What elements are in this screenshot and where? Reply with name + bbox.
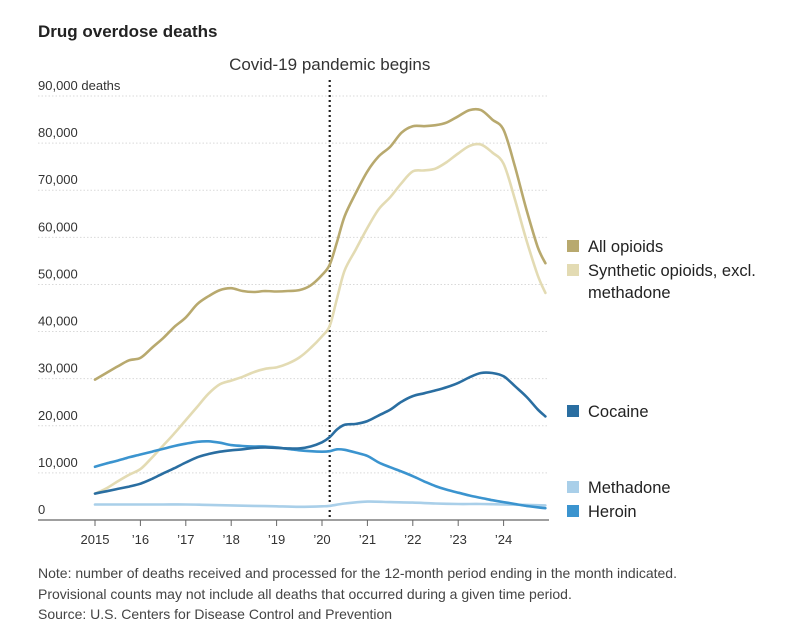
legend-swatch — [567, 481, 579, 493]
legend: All opioids Synthetic opioids, excl. metha… — [567, 238, 756, 521]
pandemic-label: Covid-19 pandemic begins — [229, 55, 430, 74]
x-tick-label: ’24 — [495, 532, 512, 547]
legend-label: Cocaine — [588, 403, 649, 421]
legend-swatch — [567, 264, 579, 276]
y-tick-label: 50,000 — [38, 266, 78, 281]
x-tick-label: 2015 — [81, 532, 110, 547]
x-tick-label: ’20 — [313, 532, 330, 547]
x-tick-label: ’16 — [132, 532, 149, 547]
notes: Note: number of deaths received and proc… — [38, 563, 677, 625]
legend-label: All opioids — [588, 238, 663, 256]
y-tick-label: 60,000 — [38, 219, 78, 234]
y-tick-label: 30,000 — [38, 361, 78, 376]
legend-swatch — [567, 405, 579, 417]
y-tick-label: 80,000 — [38, 125, 78, 140]
pandemic-annotation: Covid-19 pandemic begins — [229, 55, 430, 520]
y-tick-label: 0 — [38, 502, 45, 517]
x-tick-label: ’18 — [223, 532, 240, 547]
x-axis-ticks: 2015 ’16 ’17 ’18 ’19 ’20 ’21 ’22 ’23 ’24 — [81, 520, 512, 547]
y-tick-label: 20,000 — [38, 408, 78, 423]
y-axis-ticks: 0 10,000 20,000 30,000 40,000 50,000 60,000 70,… — [38, 78, 121, 517]
x-tick-label: ’21 — [359, 532, 376, 547]
legend-label: methadone — [588, 284, 671, 302]
series-line-synthetic-opioids-excl-methadone — [93, 142, 547, 495]
series-line-cocaine — [93, 371, 547, 495]
x-tick-label: ’23 — [450, 532, 467, 547]
series-line-heroin — [93, 439, 547, 510]
y-tick-label: 70,000 — [38, 172, 78, 187]
x-tick-label: ’19 — [268, 532, 285, 547]
note-line-1: Note: number of deaths received and proc… — [38, 565, 677, 581]
chart-area: 0 10,000 20,000 30,000 40,000 50,000 60,000 70,… — [38, 55, 756, 547]
series-lines — [93, 107, 547, 510]
x-tick-label: ’22 — [404, 532, 421, 547]
legend-label: Synthetic opioids, excl. — [588, 262, 756, 280]
series-line-methadone — [93, 500, 547, 509]
legend-swatch — [567, 505, 579, 517]
y-tick-label: 10,000 — [38, 455, 78, 470]
legend-label: Methadone — [588, 479, 671, 497]
legend-swatch — [567, 240, 579, 252]
chart-title: Drug overdose deaths — [38, 22, 218, 41]
x-tick-label: ’17 — [177, 532, 194, 547]
series-line-all-opioids — [93, 107, 547, 381]
source-line: Source: U.S. Centers for Disease Control… — [38, 606, 393, 622]
legend-label: Heroin — [588, 503, 637, 521]
grid-lines — [38, 95, 549, 521]
note-line-2: Provisional counts may not include all d… — [38, 585, 572, 602]
y-tick-label: 40,000 — [38, 314, 78, 329]
y-tick-label: 90,000 deaths — [38, 78, 121, 93]
